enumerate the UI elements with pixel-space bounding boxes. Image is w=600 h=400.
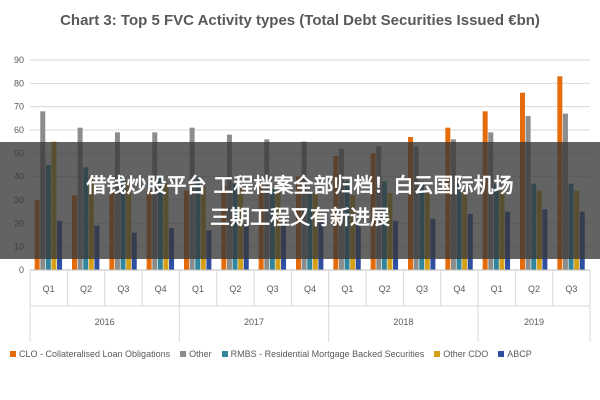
x-tick-label: Q2 <box>528 284 540 294</box>
x-tick-label: Q1 <box>341 284 353 294</box>
legend-swatch <box>221 351 228 357</box>
x-tick-label: Q3 <box>565 284 577 294</box>
legend-label: ABCP <box>507 349 532 359</box>
x-tick-label: Q4 <box>155 284 167 294</box>
overlay-line-1: 借钱炒股平台 工程档案全部归档！白云国际机场 <box>86 172 514 197</box>
legend-swatch <box>10 351 16 357</box>
x-tick-label: Q3 <box>117 284 129 294</box>
chart-title: Chart 3: Top 5 FVC Activity types (Total… <box>60 12 540 29</box>
x-tick-label: Q2 <box>229 284 241 294</box>
legend-swatch <box>180 351 187 357</box>
legend-label: RMBS - Residential Mortgage Backed Secur… <box>230 349 425 359</box>
legend-item: ABCP <box>498 349 532 359</box>
overlay-banner: 借钱炒股平台 工程档案全部归档！白云国际机场 三期工程又有新进展 <box>0 142 600 259</box>
legend-label: Other CDO <box>443 349 489 359</box>
legend-label: CLO - Collateralised Loan Obligations <box>19 349 171 359</box>
legend-swatch <box>434 351 441 357</box>
x-tick-label: Q1 <box>192 284 204 294</box>
x-tick-label: Q2 <box>80 284 92 294</box>
legend-item: RMBS - Residential Mortgage Backed Secur… <box>221 349 425 359</box>
x-tick-label: Q2 <box>379 284 391 294</box>
x-tick-label: Q3 <box>416 284 428 294</box>
legend: CLO - Collateralised Loan Obligations Oth… <box>10 349 595 359</box>
x-group-label: 2018 <box>393 317 413 327</box>
legend-label: Other <box>189 349 212 359</box>
overlay-line-2: 三期工程又有新进展 <box>210 204 390 229</box>
y-tick-label: 60 <box>14 125 24 135</box>
legend-item: CLO - Collateralised Loan Obligations <box>10 349 170 359</box>
y-tick-label: 70 <box>14 102 24 112</box>
x-axis-ticks: Q1 Q2 Q3 Q4 Q1 Q2 Q3 Q4 Q1 Q2 Q3 Q4 Q1 Q2 Q3 2016 2017 20… <box>29 269 591 342</box>
x-tick-label: Q1 <box>491 284 503 294</box>
y-tick-label: 90 <box>14 55 24 65</box>
x-tick-label: Q1 <box>43 284 55 294</box>
y-tick-label: 0 <box>19 265 24 275</box>
legend-item: Other CDO <box>434 349 488 359</box>
legend-swatch <box>498 351 505 357</box>
legend-item: Other <box>180 349 212 359</box>
x-group-label: 2016 <box>95 317 115 327</box>
x-tick-label: Q4 <box>304 284 316 294</box>
x-group-label: 2017 <box>244 317 264 327</box>
x-tick-label: Q3 <box>267 284 279 294</box>
x-tick-label: Q4 <box>453 284 465 294</box>
y-tick-label: 80 <box>14 78 24 88</box>
x-group-label: 2019 <box>524 317 544 327</box>
